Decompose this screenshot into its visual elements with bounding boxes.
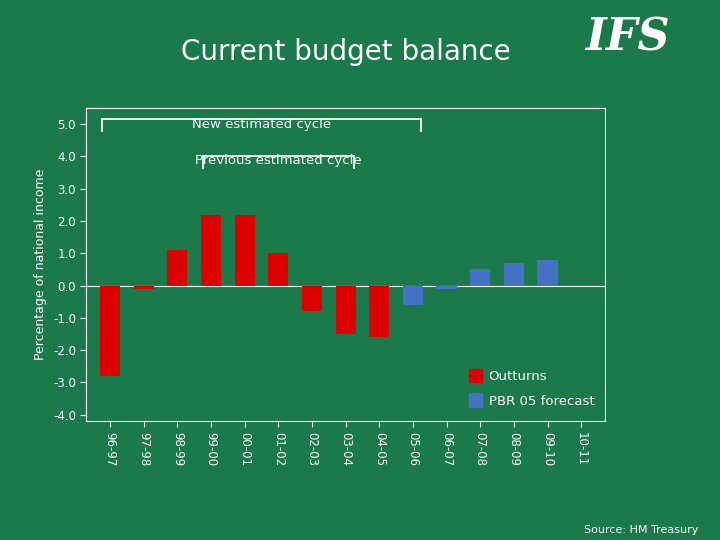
Text: IFS: IFS — [585, 16, 670, 59]
Text: Previous estimated cycle: Previous estimated cycle — [195, 154, 361, 167]
Bar — [470, 269, 490, 286]
Bar — [336, 286, 356, 334]
Bar — [235, 214, 255, 286]
Bar — [302, 286, 322, 312]
Bar — [201, 214, 221, 286]
Bar — [436, 286, 456, 289]
Bar — [133, 286, 154, 289]
Bar — [369, 286, 390, 338]
Bar — [100, 286, 120, 376]
Bar — [167, 250, 187, 286]
Text: Source: HM Treasury: Source: HM Treasury — [584, 524, 698, 535]
Bar — [402, 286, 423, 305]
Bar — [537, 260, 558, 286]
Text: Current budget balance: Current budget balance — [181, 38, 510, 66]
Legend: Outturns, PBR 05 forecast: Outturns, PBR 05 forecast — [465, 364, 598, 411]
Y-axis label: Percentage of national income: Percentage of national income — [35, 169, 48, 360]
Text: New estimated cycle: New estimated cycle — [192, 118, 331, 131]
Bar — [504, 263, 524, 286]
Bar — [268, 253, 289, 286]
